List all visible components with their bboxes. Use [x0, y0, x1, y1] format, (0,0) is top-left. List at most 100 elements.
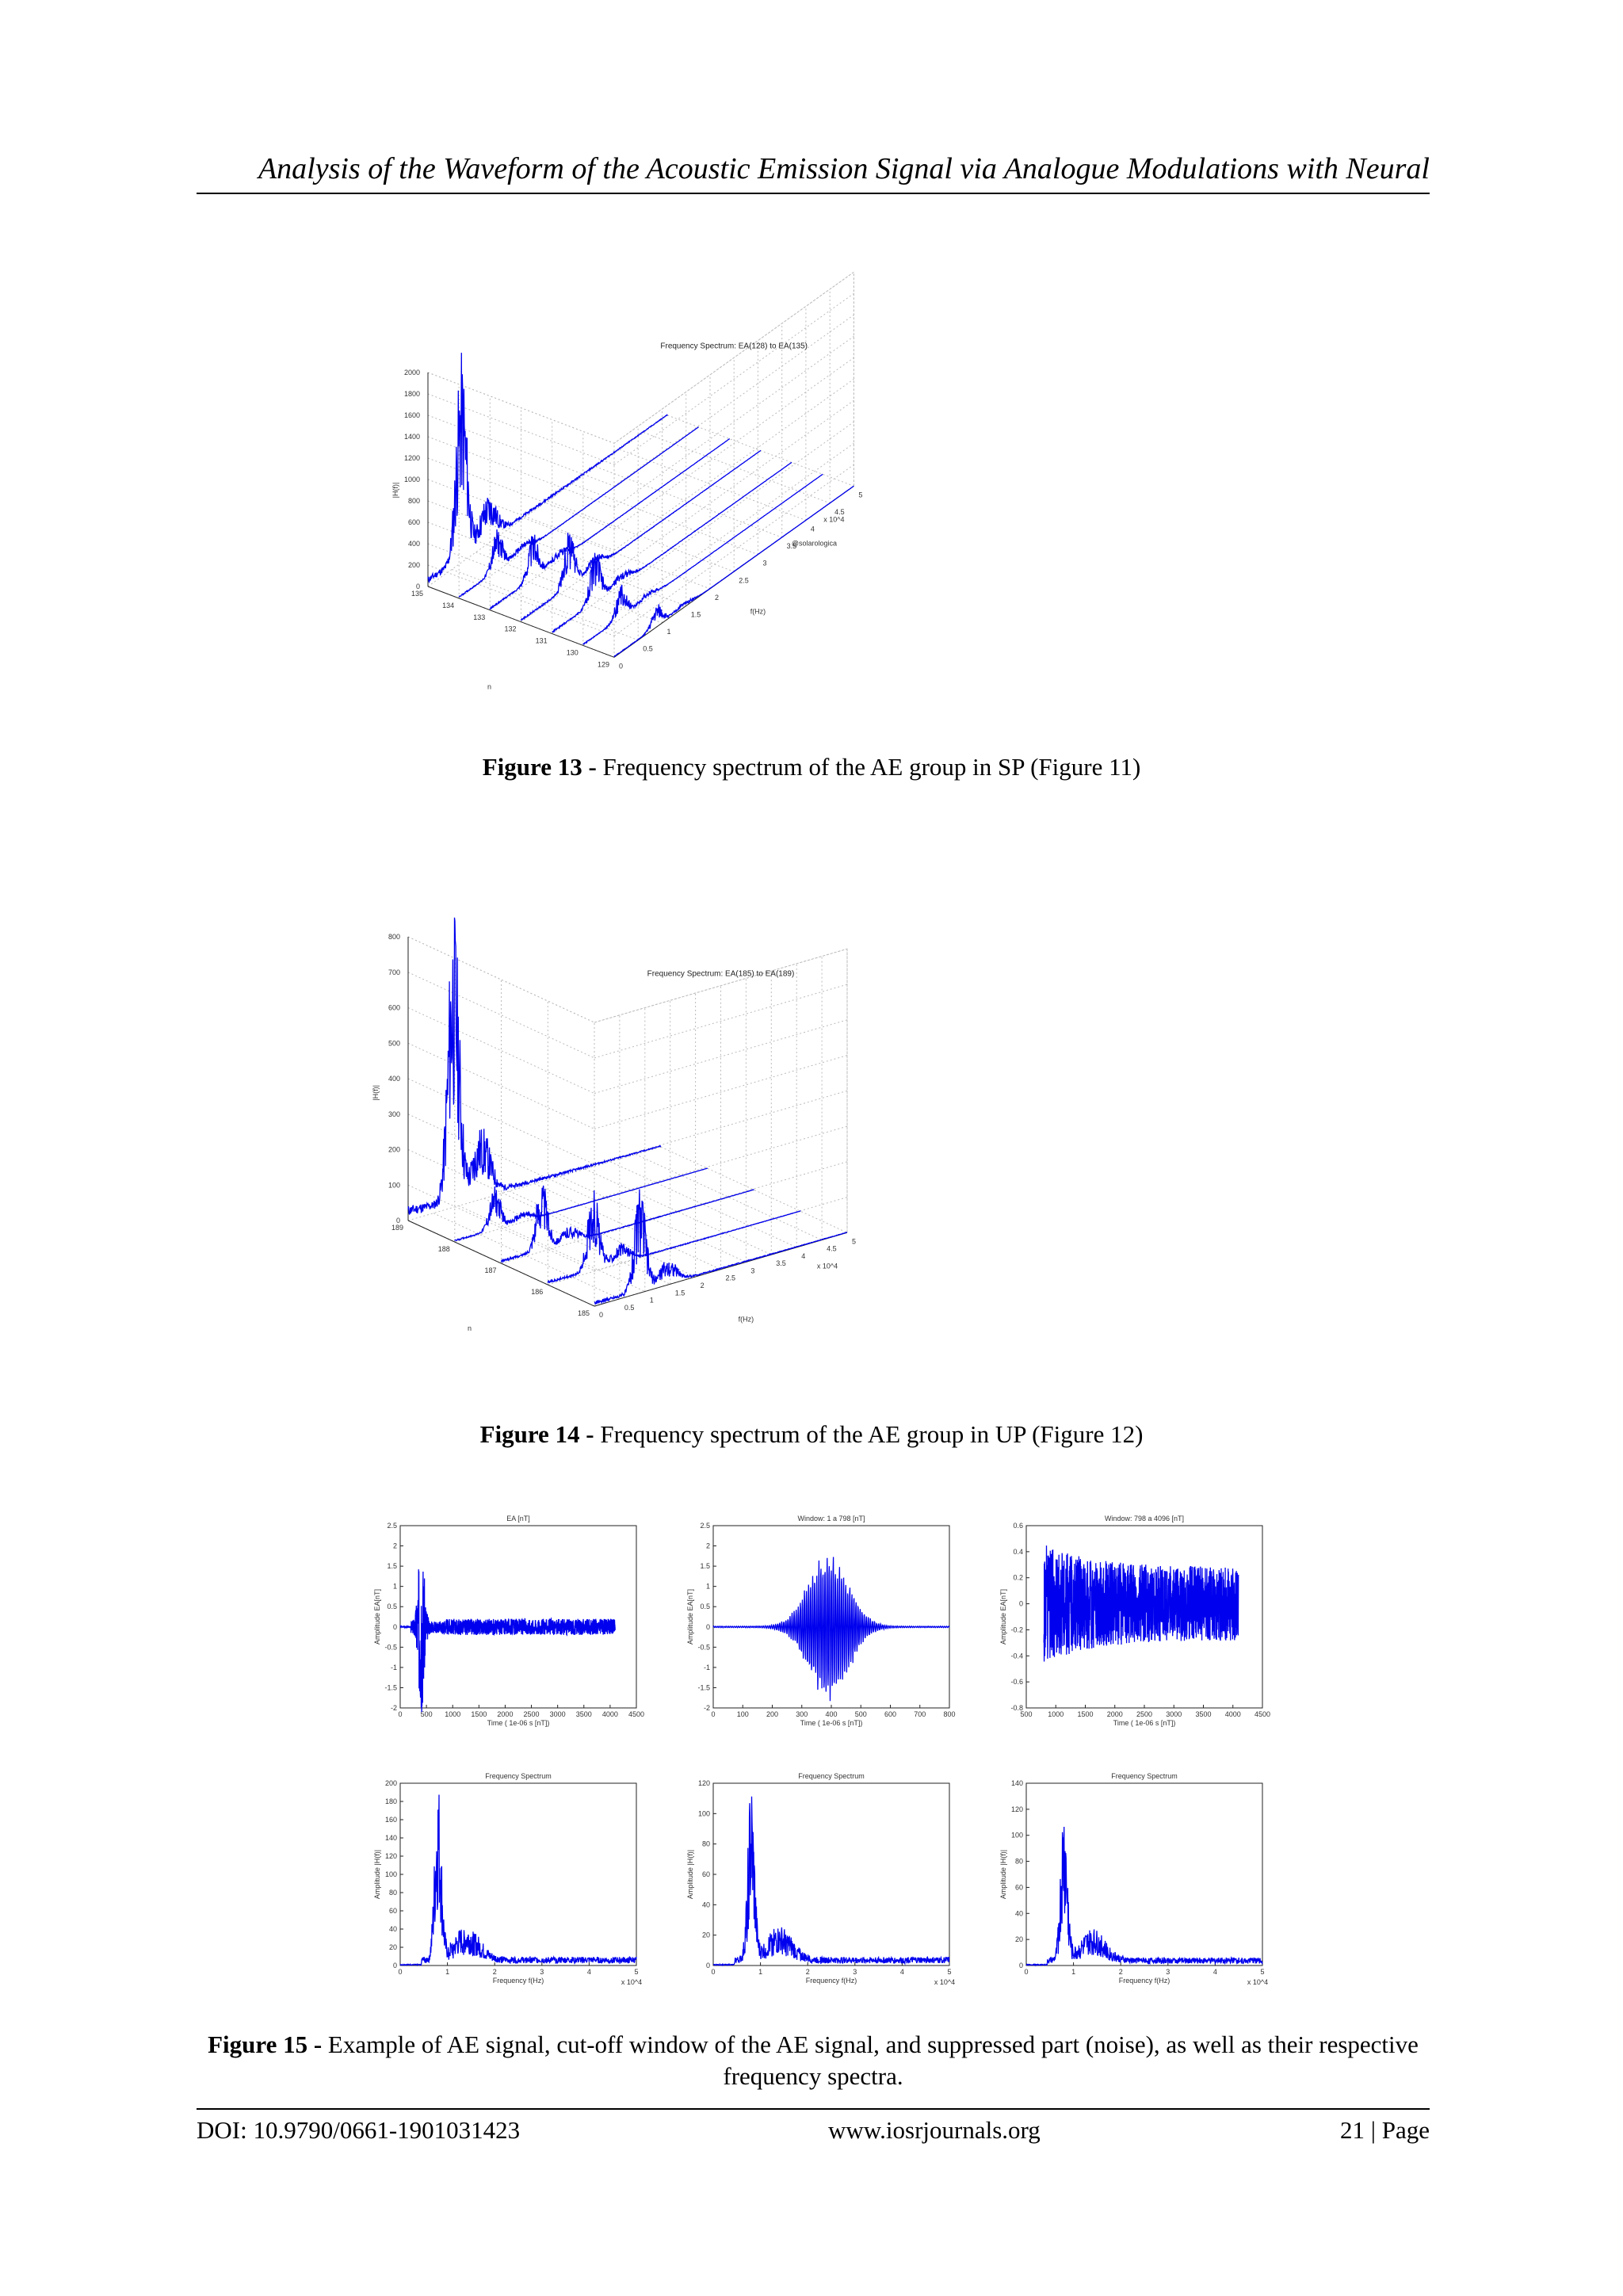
- figure-13-caption-text: Frequency spectrum of the AE group in SP…: [596, 753, 1141, 781]
- y-tick-label: 0.2: [1013, 1574, 1023, 1582]
- figure-15-panels: EA [nT]0 500 1000 1500 2000 2500 3000 3500 4000 4…: [373, 1515, 1270, 1986]
- f-axis-line: [594, 1232, 848, 1307]
- side-wall-gridline: [427, 436, 615, 508]
- x-axis-label: Time ( 1e-06 s [nT]): [487, 1719, 550, 1727]
- y-tick-label: -0.5: [384, 1643, 397, 1651]
- z-tick-label: 1400: [404, 433, 420, 441]
- figure-13-label: Figure 13 -: [482, 753, 597, 781]
- y-tick-label: 20: [389, 1943, 397, 1951]
- y-tick-label: -0.4: [1010, 1652, 1023, 1660]
- x-tick-label: 300: [796, 1710, 808, 1718]
- footer-page-number: 21 | Page: [1340, 2116, 1430, 2144]
- panel-title: Frequency Spectrum: [798, 1772, 865, 1780]
- signal-line: [399, 1794, 637, 1967]
- y-tick-label: 40: [389, 1925, 397, 1933]
- y-tick-label: -0.6: [1010, 1678, 1023, 1686]
- spectrum-series-line: [427, 353, 668, 584]
- y-tick-label: -1.5: [384, 1683, 397, 1691]
- y-tick-label: -0.2: [1010, 1626, 1023, 1633]
- header-rule: [197, 193, 1430, 194]
- side-wall-gridline: [407, 1149, 595, 1236]
- footer-website: www.iosrjournals.org: [828, 2116, 1041, 2144]
- x-tick-label: 0: [711, 1710, 715, 1718]
- x-tick-label: 800: [943, 1710, 955, 1718]
- floor-gridline: [585, 1168, 772, 1255]
- floor-gridline: [458, 1205, 646, 1292]
- figure-13-3d-spectrum: 0200400600800100012001400160018002000135…: [391, 271, 862, 691]
- floor-gridline: [660, 1146, 848, 1233]
- n-tick-label: 132: [504, 625, 516, 633]
- footer-rule: [197, 2108, 1430, 2110]
- f-tick-label: 1.5: [691, 611, 701, 619]
- y-tick-label: 20: [1015, 1935, 1023, 1943]
- x-tick-label: 4000: [602, 1710, 618, 1718]
- figure-13-caption: Figure 13 - Frequency spectrum of the AE…: [0, 751, 1623, 783]
- n-axis-label: n: [468, 1324, 472, 1332]
- n-tick-label: 186: [531, 1288, 543, 1296]
- back-wall-gridline: [613, 464, 854, 636]
- spectrum-series-line: [594, 1189, 847, 1305]
- watermark-text: @solarologica: [792, 539, 837, 547]
- x-axis-label: Time ( 1e-06 s [nT]): [1113, 1719, 1176, 1727]
- y-axis-label: Amplitude |H(f)|: [373, 1850, 381, 1899]
- x-tick-label: 500: [1020, 1710, 1032, 1718]
- y-tick-label: 120: [385, 1852, 397, 1860]
- z-tick-label: 100: [388, 1181, 400, 1189]
- f-tick-label: 2.5: [739, 576, 749, 584]
- z-tick-label: 600: [408, 518, 420, 526]
- z-tick-label: 1200: [404, 454, 420, 462]
- f-multiplier: x 10^4: [823, 515, 844, 523]
- signal-line: [713, 1796, 950, 1967]
- y-tick-label: 1: [393, 1583, 397, 1591]
- z-tick-label: 0: [416, 583, 420, 590]
- panel-title: EA [nT]: [506, 1515, 530, 1522]
- x-tick-label: 2000: [1107, 1710, 1123, 1718]
- back-wall-gridline: [613, 399, 854, 572]
- x-axis-label: Frequency f(Hz): [493, 1977, 544, 1985]
- y-tick-label: -0.8: [1010, 1704, 1023, 1712]
- x-tick-label: 3000: [550, 1710, 566, 1718]
- x-multiplier: x 10^4: [1247, 1978, 1268, 1986]
- panel-title: Frequency Spectrum: [485, 1772, 552, 1780]
- f-tick-label: 3.5: [776, 1259, 786, 1267]
- x-tick-label: 1: [445, 1968, 449, 1976]
- n-tick-label: 188: [438, 1245, 450, 1253]
- spectrum-series-line: [454, 1167, 708, 1241]
- chart-title: Frequency Spectrum: EA(185) to EA(189): [647, 970, 795, 979]
- f-axis-label: f(Hz): [739, 1315, 754, 1323]
- f-tick-label: 0: [619, 662, 623, 670]
- y-tick-label: 0: [706, 1623, 710, 1631]
- floor-gridline: [635, 1154, 823, 1241]
- y-tick-label: 0.5: [387, 1603, 397, 1610]
- f-tick-label: 2: [715, 594, 719, 602]
- x-tick-label: 1: [1071, 1968, 1075, 1976]
- x-tick-label: 2: [806, 1968, 810, 1976]
- x-tick-label: 4500: [628, 1710, 644, 1718]
- f-tick-label: 0: [599, 1311, 603, 1319]
- spectrum-series-line: [458, 426, 699, 598]
- figure-15-label: Figure 15 -: [208, 2030, 323, 2058]
- f-tick-label: 3: [762, 560, 766, 567]
- signal-line: [1043, 1545, 1239, 1662]
- y-tick-label: 100: [698, 1809, 710, 1817]
- y-tick-label: -1.5: [697, 1683, 710, 1691]
- n-tick-label: 131: [536, 637, 548, 645]
- figure-15-caption-text: Example of AE signal, cut-off window of …: [322, 2030, 1419, 2090]
- y-axis-label: Amplitude |H(f)|: [999, 1850, 1007, 1899]
- y-tick-label: 0: [393, 1623, 397, 1631]
- side-wall-gridline: [407, 1114, 595, 1201]
- z-tick-label: 1000: [404, 476, 420, 483]
- x-tick-label: 4500: [1254, 1710, 1270, 1718]
- back-wall-gridline: [613, 378, 854, 551]
- y-tick-label: 80: [702, 1840, 710, 1848]
- y-tick-label: 160: [385, 1816, 397, 1824]
- f-tick-label: 5: [858, 491, 862, 499]
- y-tick-label: 40: [1015, 1909, 1023, 1917]
- x-tick-label: 500: [855, 1710, 867, 1718]
- x-tick-label: 700: [914, 1710, 926, 1718]
- x-tick-label: 3: [540, 1968, 544, 1976]
- x-tick-label: 1: [758, 1968, 762, 1976]
- back-wall-gridline: [594, 1019, 848, 1095]
- z-tick-label: 800: [388, 933, 400, 941]
- y-tick-label: 200: [385, 1779, 397, 1787]
